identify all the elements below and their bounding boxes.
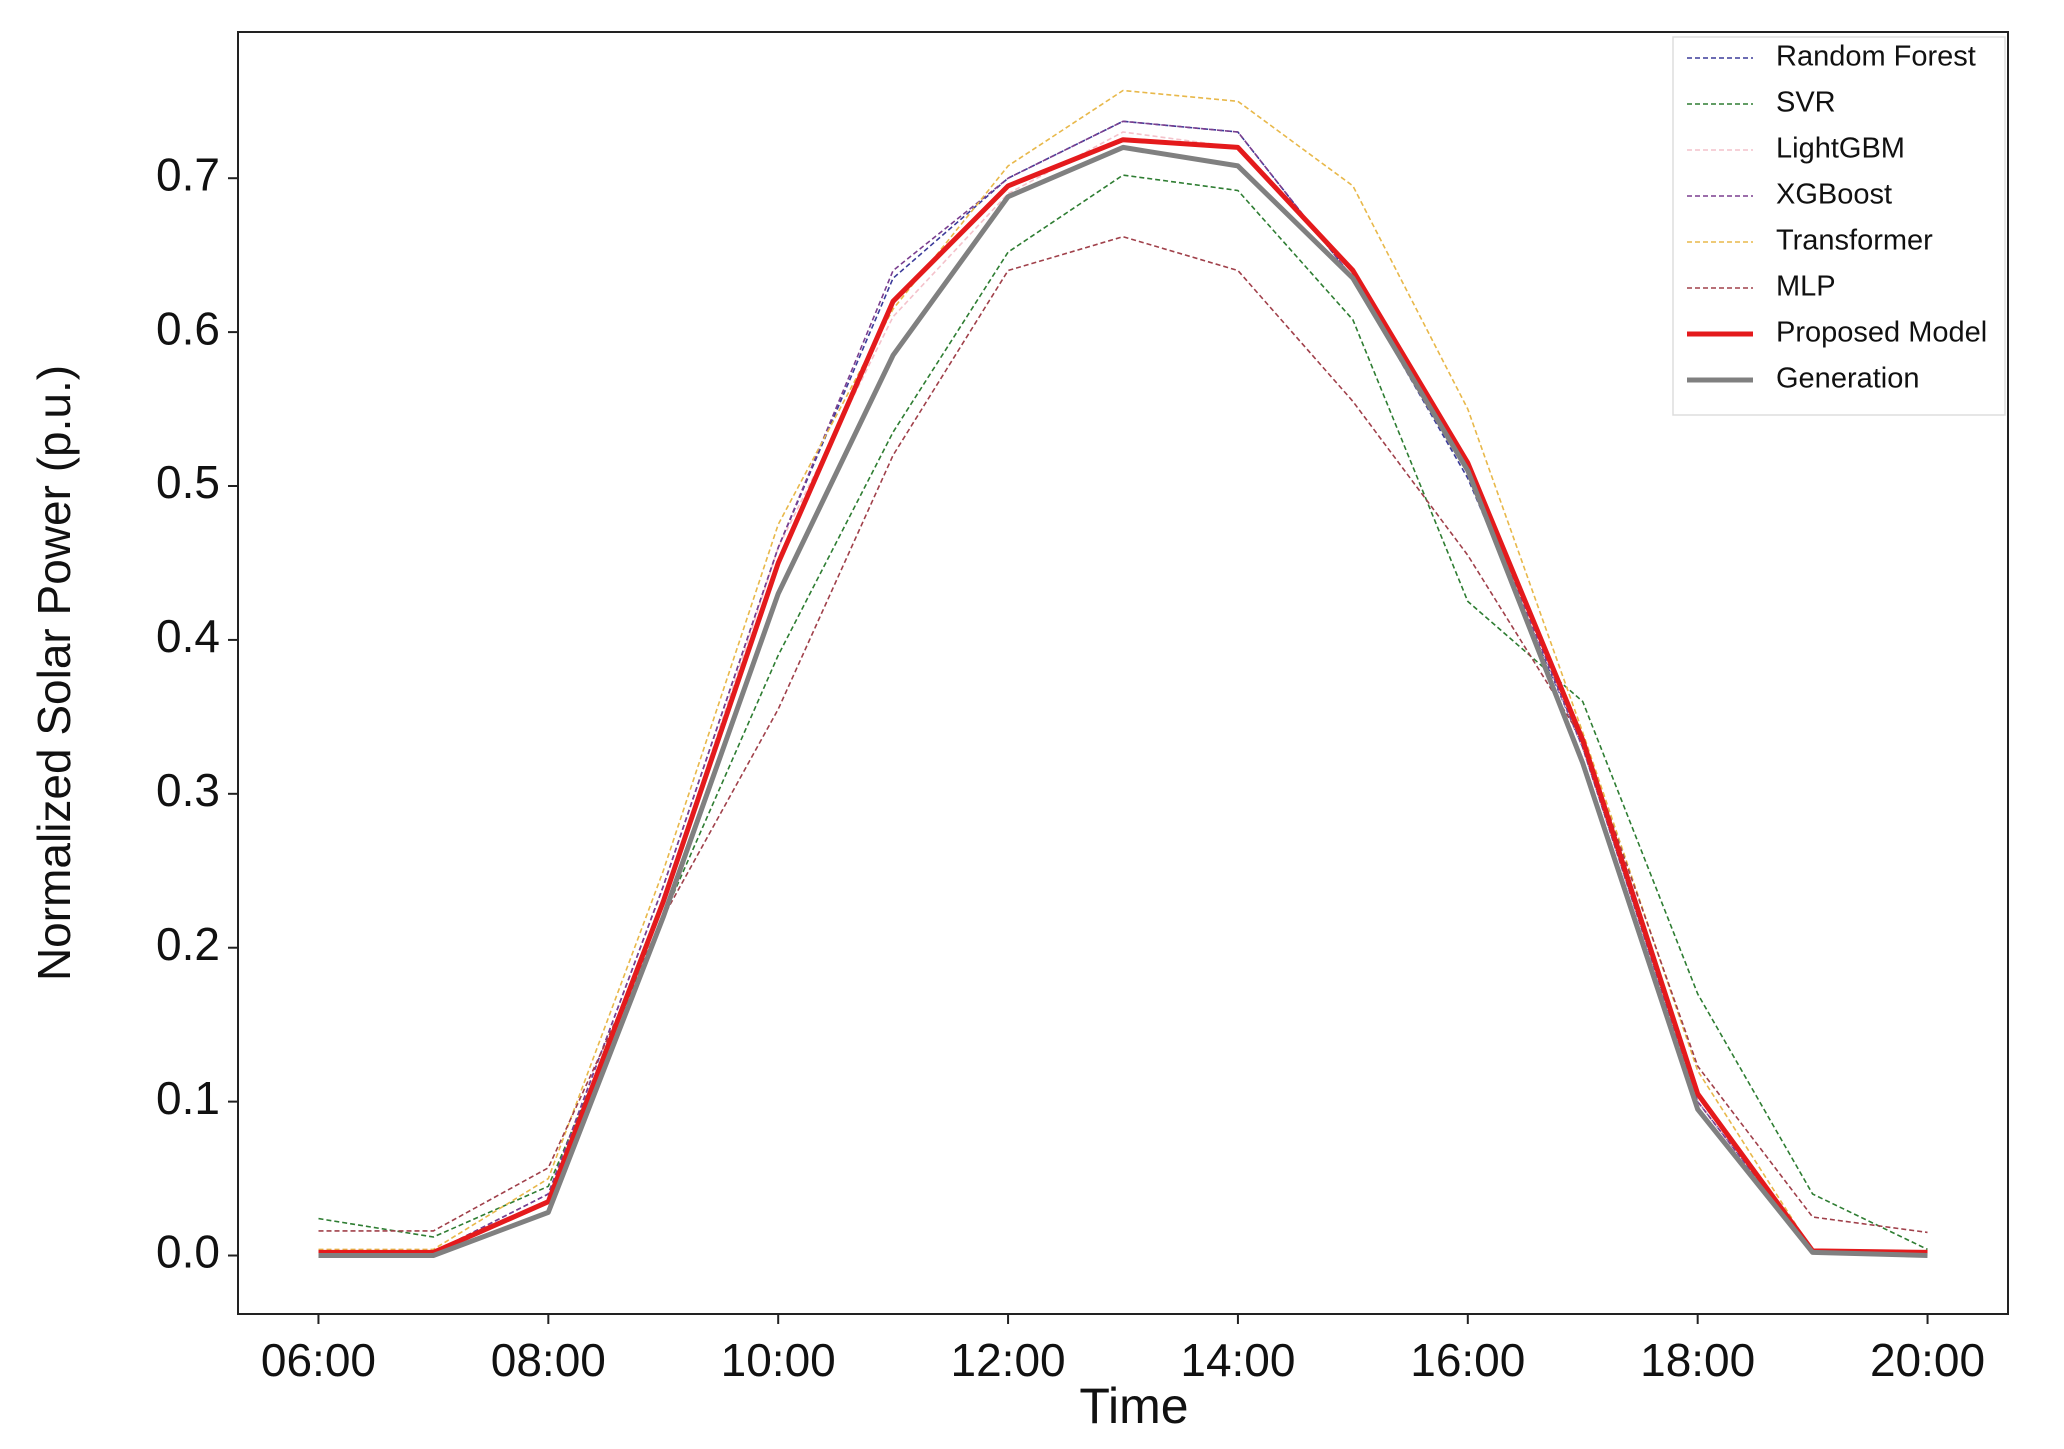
series-line: [318, 144, 1928, 1258]
series-line: [318, 137, 1928, 1255]
series-line: [318, 89, 1928, 1254]
x-tick-label: 18:00: [1640, 1334, 1755, 1386]
legend-box: [1672, 36, 2006, 416]
series-line: [318, 235, 1928, 1234]
legend-label: MLP: [1776, 271, 1836, 303]
x-tick-label: 14:00: [1180, 1334, 1295, 1386]
x-axis-label: Time: [1079, 1378, 1188, 1434]
y-axis-label: Normalized Solar Power (p.u.): [28, 365, 80, 981]
x-tick-label: 16:00: [1410, 1334, 1525, 1386]
legend-label: Random Forest: [1776, 41, 1976, 73]
legend-label: SVR: [1776, 87, 1836, 119]
y-tick-label: 0.5: [156, 456, 220, 508]
legend-label: Transformer: [1776, 225, 1933, 257]
y-tick-label: 0.4: [156, 610, 220, 662]
x-tick-label: 12:00: [951, 1334, 1066, 1386]
legend-label: XGBoost: [1776, 179, 1892, 211]
legend-label: Generation: [1776, 363, 1920, 395]
y-tick-label: 0.7: [156, 148, 220, 200]
legend-label: LightGBM: [1776, 133, 1905, 165]
y-tick-label: 0.2: [156, 918, 220, 970]
y-tick-label: 0.3: [156, 764, 220, 816]
legend-label: Proposed Model: [1776, 317, 1987, 349]
x-tick-label: 10:00: [721, 1334, 836, 1386]
y-tick-label: 0.1: [156, 1072, 220, 1124]
x-tick-label: 20:00: [1870, 1334, 1985, 1386]
x-tick-label: 06:00: [261, 1334, 376, 1386]
plot-frame: [237, 31, 2009, 1315]
y-tick-label: 0.0: [156, 1226, 220, 1278]
y-tick-label: 0.6: [156, 302, 220, 354]
x-tick-label: 08:00: [491, 1334, 606, 1386]
